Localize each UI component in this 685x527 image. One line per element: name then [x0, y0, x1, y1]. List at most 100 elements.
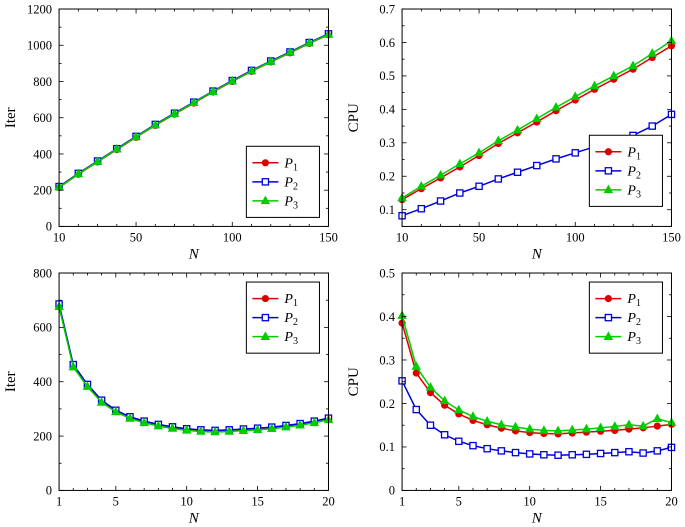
x-tick-label: 100	[565, 230, 584, 244]
series-marker-square	[582, 450, 590, 458]
series-marker-square	[532, 161, 541, 170]
y-tick-label: 0.1	[379, 203, 395, 217]
series-marker-square	[468, 441, 477, 449]
series-marker-square	[482, 444, 491, 452]
legend-label: P3	[283, 194, 298, 211]
series-marker-triangle	[169, 108, 180, 118]
legend-label: P2	[283, 311, 298, 328]
series-marker-circle	[604, 148, 612, 156]
x-tick-label: 1	[56, 494, 62, 508]
series-marker-triangle	[550, 102, 561, 111]
series-marker-triangle	[260, 330, 271, 340]
series-marker-circle	[653, 421, 661, 430]
y-tick-label: 200	[33, 429, 52, 443]
y-tick-label: 1000	[27, 39, 52, 53]
series-marker-square	[647, 122, 656, 130]
series-marker-triangle	[238, 424, 249, 434]
series-marker-triangle	[196, 425, 206, 435]
chart-cell-top-left: 10 50 100 150 0 200 400 600 800 1000 1200 N Iter P1 P2…	[0, 0, 343, 264]
series-marker-square	[494, 175, 502, 183]
y-tick-label: 0.5	[379, 266, 395, 280]
series-marker-square	[440, 430, 448, 439]
x-tick-label: 20	[322, 494, 335, 508]
y-tick-label: 0	[46, 483, 52, 497]
x-tick-label: 15	[594, 494, 607, 508]
x-tick-label: 1	[398, 494, 404, 508]
x-tick-label: 5	[455, 494, 461, 508]
series-marker-triangle	[227, 75, 238, 85]
y-tick-label: 1200	[27, 2, 52, 16]
series-marker-triangle	[139, 417, 149, 426]
series-marker-triangle	[603, 184, 613, 194]
axis-frame	[401, 272, 672, 491]
x-tick-label: 20	[665, 494, 678, 508]
series-marker-triangle	[473, 147, 484, 157]
series-marker-triangle	[609, 420, 620, 430]
legend-label: P2	[626, 311, 641, 328]
chart-cell-bottom-left: 1 5 10 15 20 0 200 400 600 800 N Iter P1 P2 P3	[0, 264, 343, 527]
chart-cpu-vs-n-large: 10 50 100 150 0.1 0.2 0.3 0.4 0.5 0.6 0.7 N CPU P1 P2 P…	[346, 2, 681, 262]
series-marker-triangle	[435, 170, 445, 179]
series-marker-square	[638, 448, 647, 457]
series-marker-triangle	[510, 421, 520, 430]
chart-iter-vs-n-large: 10 50 100 150 0 200 400 600 800 1000 1200 N Iter P1 P2…	[3, 2, 338, 262]
y-tick-label: 0.7	[379, 2, 395, 16]
series-marker-square	[426, 420, 434, 429]
series-marker-triangle	[131, 131, 141, 141]
x-tick-label: 100	[223, 230, 242, 244]
series-marker-triangle	[493, 135, 503, 145]
series-marker-triangle	[150, 119, 161, 129]
y-tick-label: 0.2	[379, 396, 395, 410]
series-marker-triangle	[111, 406, 121, 415]
y-axis-label: CPU	[346, 366, 362, 395]
series-marker-triangle	[416, 181, 426, 190]
y-tick-label: 400	[33, 375, 52, 389]
y-tick-label: 0.3	[379, 136, 395, 150]
series-marker-square	[604, 313, 612, 321]
x-tick-label: 10	[523, 494, 536, 508]
y-tick-label: 600	[33, 320, 52, 334]
y-tick-label: 0.4	[379, 103, 395, 117]
series-marker-triangle	[208, 86, 218, 95]
series-marker-triangle	[285, 47, 295, 56]
y-tick-label: 600	[33, 111, 52, 125]
y-tick-label: 0.5	[379, 69, 395, 83]
legend-label: P2	[626, 164, 641, 181]
series-marker-triangle	[68, 361, 79, 370]
legend-label: P1	[283, 292, 298, 309]
series-line	[400, 380, 672, 456]
series-marker-square	[513, 168, 521, 177]
series-marker-triangle	[589, 80, 599, 90]
series-marker-triangle	[439, 395, 449, 404]
series-marker-triangle	[210, 426, 220, 435]
x-tick-label: 50	[130, 230, 143, 244]
x-tick-label: 150	[662, 230, 681, 244]
series-marker-square	[553, 450, 562, 459]
legend-label: P3	[626, 330, 641, 347]
x-tick-label: 5	[113, 494, 119, 508]
series-marker-square	[436, 197, 444, 205]
y-tick-label: 0	[46, 220, 52, 234]
series-marker-triangle	[82, 380, 93, 390]
series-marker-square	[653, 446, 661, 455]
series-marker-square	[511, 448, 519, 456]
y-tick-label: 0.2	[379, 170, 395, 184]
series-marker-triangle	[481, 415, 492, 425]
series-marker-triangle	[538, 424, 549, 434]
series-marker-triangle	[496, 419, 506, 428]
series-marker-triangle	[454, 158, 465, 168]
series-marker-triangle	[125, 412, 135, 422]
series-marker-triangle	[267, 423, 277, 432]
series-marker-square	[567, 450, 576, 459]
y-tick-label: 0	[388, 483, 394, 497]
series-marker-square	[474, 182, 483, 191]
x-tick-label: 10	[180, 494, 193, 508]
legend-label: P1	[626, 292, 641, 309]
series-marker-triangle	[189, 97, 199, 106]
series-marker-triangle	[524, 423, 534, 432]
y-axis-label: Iter	[3, 371, 19, 392]
legend-label: P1	[283, 156, 298, 173]
